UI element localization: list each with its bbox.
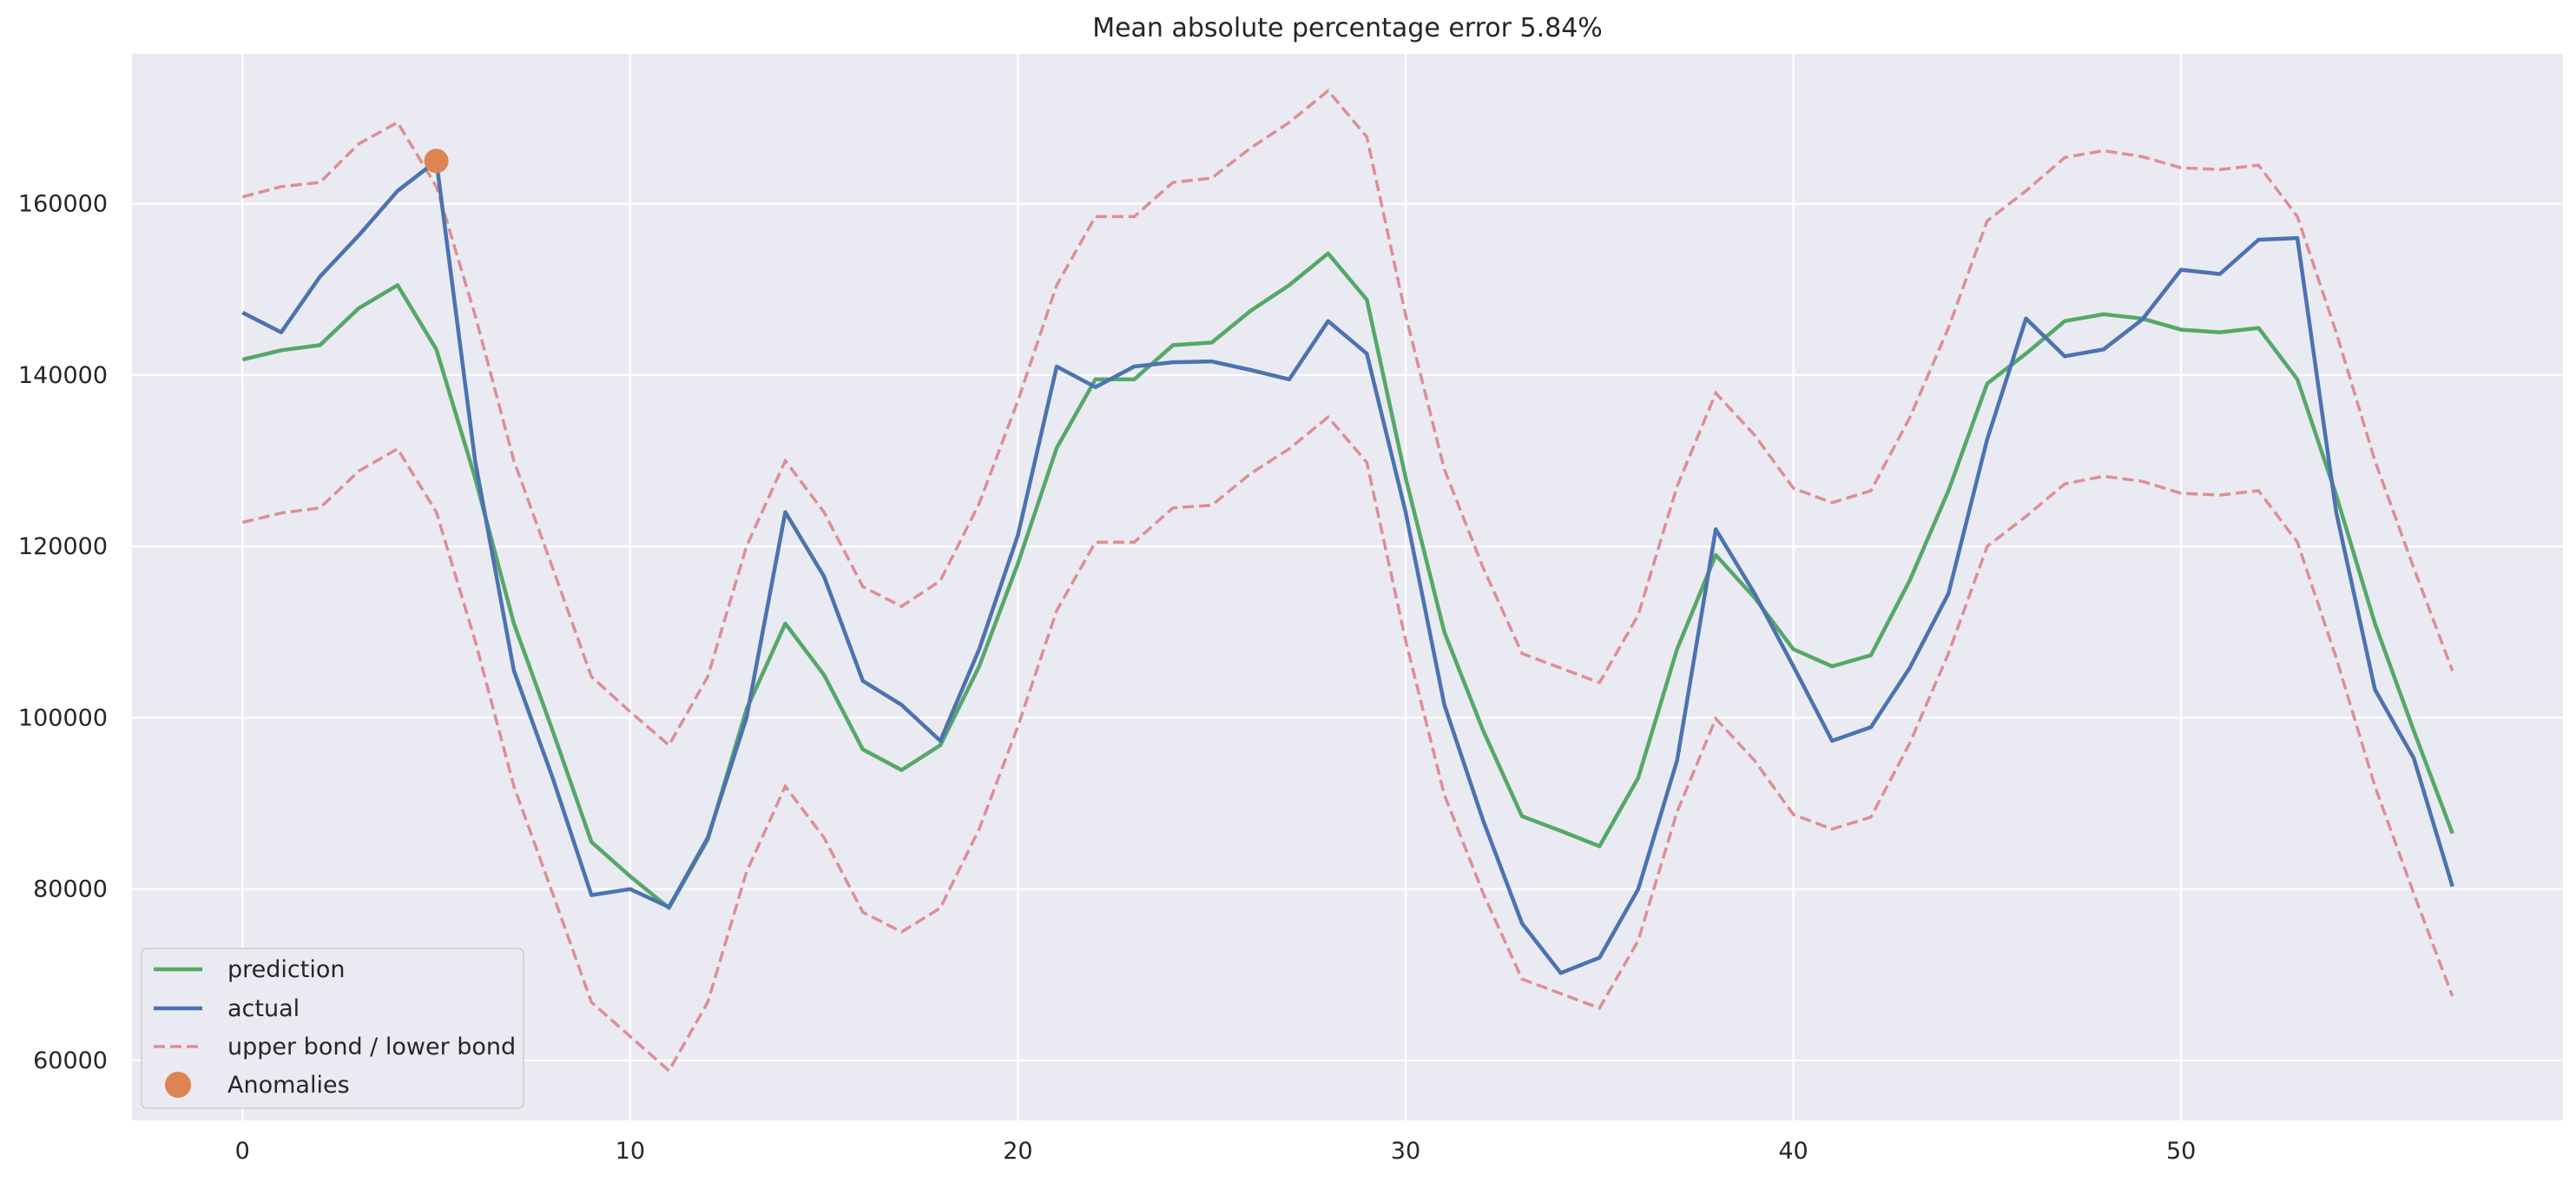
actual-line bbox=[241, 159, 2454, 975]
legend-label-prediction: prediction bbox=[227, 956, 345, 983]
y-tick-label: 100000 bbox=[18, 704, 108, 731]
y-tick-label: 160000 bbox=[18, 191, 108, 218]
lower-bound-line bbox=[241, 414, 2454, 1073]
x-tick-label: 10 bbox=[616, 1138, 645, 1165]
y-tick-label: 80000 bbox=[33, 876, 108, 903]
x-tick-label: 30 bbox=[1391, 1138, 1420, 1165]
y-axis-ticks: 60000 80000 100000 120000 140000 160000 bbox=[18, 191, 108, 1074]
legend-swatch-anomalies bbox=[165, 1072, 191, 1098]
legend-label-anomalies: Anomalies bbox=[227, 1072, 350, 1099]
grid-lines bbox=[132, 54, 2563, 1120]
x-tick-label: 50 bbox=[2166, 1138, 2196, 1165]
chart-title: Mean absolute percentage error 5.84% bbox=[1092, 13, 1603, 43]
x-tick-label: 20 bbox=[1003, 1138, 1032, 1165]
legend-label-actual: actual bbox=[227, 995, 300, 1022]
y-tick-label: 140000 bbox=[18, 362, 108, 389]
plot-area bbox=[132, 54, 2563, 1120]
y-tick-label: 60000 bbox=[33, 1047, 108, 1074]
x-tick-label: 40 bbox=[1778, 1138, 1808, 1165]
anomaly-point bbox=[424, 149, 449, 174]
series-lines bbox=[241, 88, 2454, 1073]
x-tick-label: 0 bbox=[235, 1138, 250, 1165]
legend-label-bounds: upper bond / lower bond bbox=[227, 1034, 516, 1060]
x-axis-ticks: 0 10 20 30 40 50 bbox=[235, 1138, 2197, 1165]
legend-frame bbox=[141, 948, 524, 1109]
anomaly-points bbox=[424, 149, 449, 174]
y-tick-label: 120000 bbox=[18, 533, 108, 560]
prediction-line bbox=[241, 251, 2454, 910]
legend: prediction actual upper bond / lower bon… bbox=[141, 948, 524, 1109]
upper-bound-line bbox=[241, 88, 2454, 748]
